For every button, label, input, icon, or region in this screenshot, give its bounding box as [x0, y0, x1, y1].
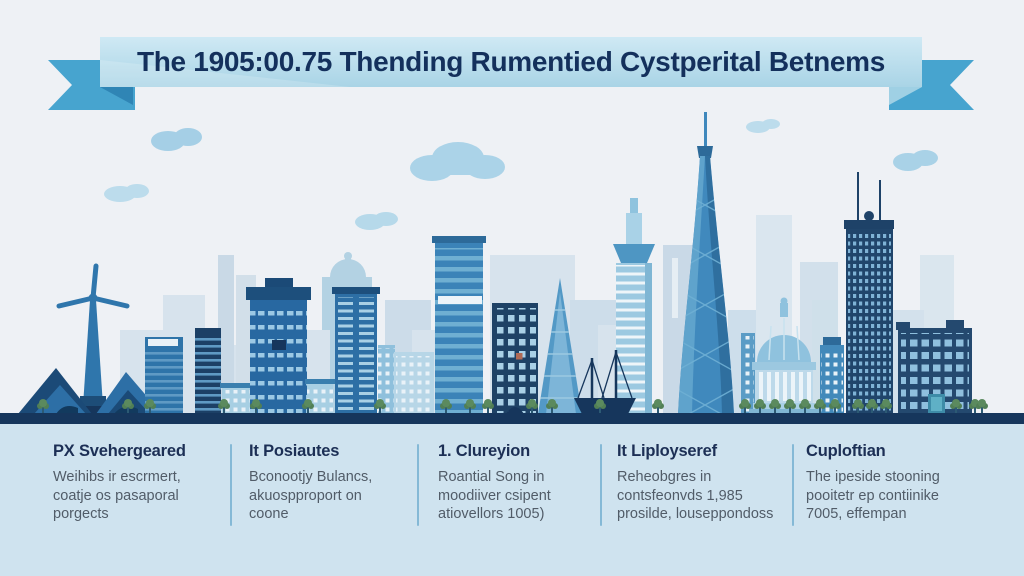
banded-tower: [432, 236, 486, 414]
ground-line: [0, 413, 1024, 424]
column-text-line: 7005, effempan: [806, 506, 907, 522]
cloud: [104, 184, 149, 202]
cloud: [410, 142, 505, 181]
buildings-right: [741, 172, 972, 415]
column-heading: It Liployseref: [617, 442, 717, 460]
footer-panel: [0, 424, 1024, 576]
tapered-skyscraper: [678, 112, 734, 414]
info-column-2: It Posiautes Bconootjy Bulancs, akuosppr…: [249, 442, 417, 524]
column-divider: [230, 444, 232, 526]
small-building: [378, 345, 434, 414]
column-text-line: Weihibs ir escrmert,: [53, 469, 181, 485]
column-heading: Cuploftian: [806, 442, 886, 460]
buildings-center: [432, 198, 655, 414]
column-text-line: akuospproport on: [249, 487, 362, 504]
info-columns: PX Svehergeared Weihibs ir escrmert, coa…: [0, 424, 1024, 576]
grid-window-building: [896, 320, 972, 414]
column-heading: It Posiautes: [249, 442, 340, 460]
column-heading: PX Svehergeared: [53, 442, 186, 460]
info-column-5: Cuploftian The ipeside stooning pooitetr…: [806, 442, 974, 524]
striped-cylinder-tower: [613, 198, 655, 414]
column-divider: [792, 444, 794, 526]
ribbon-fold-right: [889, 87, 922, 105]
column-text-line: Reheobgres in: [617, 469, 712, 485]
column-text-line: atiovellors 1005): [438, 506, 545, 522]
column-heading: 1. Clureyion: [438, 442, 531, 460]
column-text-line: Bconootjy Bulancs,: [249, 469, 373, 485]
column-text-line: Roantial Song in: [438, 469, 545, 485]
small-tower: [741, 333, 755, 414]
capitol-dome-building: [749, 297, 819, 415]
low-building: [305, 379, 335, 414]
column-text-line: pooitetr ep contiinike: [806, 487, 939, 504]
ribbon-fold-left: [100, 87, 133, 105]
column-text-line: contsfeonvds 1,985: [617, 487, 743, 504]
tower-with-cornice: [246, 278, 311, 414]
square-window-building: [492, 303, 538, 414]
cloud: [893, 150, 938, 171]
dense-window-tower: [844, 172, 894, 414]
column-text-line: coone: [249, 506, 289, 522]
info-column-4: It Liployseref Reheobgres in contsfeonvd…: [617, 442, 785, 524]
info-column-3: 1. Clureyion Roantial Song in moodiiver …: [438, 442, 606, 524]
slat-window-tower: [332, 287, 380, 414]
column-divider: [417, 444, 419, 526]
column-text-line: porgects: [53, 506, 109, 522]
column-text-line: prosilde, louseppondoss: [617, 506, 774, 522]
column-text-line: moodiiver csipent: [438, 487, 551, 504]
cloud: [151, 128, 202, 151]
ribbon-band: [100, 37, 922, 87]
column-text-line: coatje os pasaporal: [53, 487, 179, 504]
title-ribbon: [48, 37, 974, 110]
info-column-1: PX Svehergeared Weihibs ir escrmert, coa…: [53, 442, 221, 524]
column-divider: [600, 444, 602, 526]
clouds: [104, 119, 938, 230]
page-title: The 1905:00.75 Thending Rumentied Cystpe…: [136, 46, 886, 77]
column-text-line: The ipeside stooning: [806, 469, 940, 485]
cloud: [746, 119, 780, 133]
cloud: [355, 212, 398, 230]
office-building: [195, 328, 221, 414]
